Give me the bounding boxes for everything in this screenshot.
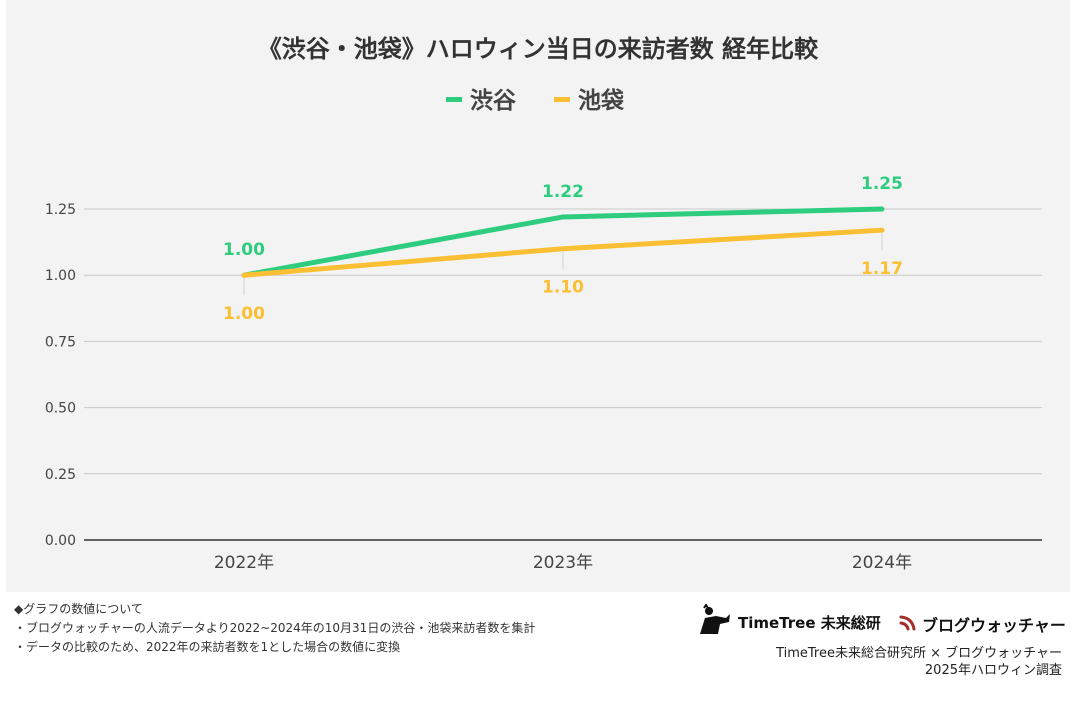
series-lines — [241, 206, 885, 278]
y-tick-label: 0.25 — [45, 467, 76, 483]
data-label: 1.00 — [223, 240, 265, 260]
tree-people-logo-icon — [700, 604, 730, 634]
data-label: 1.00 — [223, 304, 265, 324]
legend-label: 池袋 — [578, 87, 625, 114]
x-tick-label: 2022年 — [214, 553, 274, 573]
y-tick-label: 0.75 — [45, 334, 76, 350]
y-tick-label: 1.00 — [45, 268, 76, 284]
notes-heading: ◆グラフの数値について — [14, 602, 143, 616]
series-line-1 — [241, 206, 885, 278]
legend: 渋谷 池袋 — [446, 87, 625, 114]
legend-swatch — [554, 97, 570, 102]
chart-title: 《渋谷・池袋》ハロウィン当日の来訪者数 経年比較 — [258, 35, 819, 63]
y-tick-label: 1.25 — [45, 202, 76, 218]
chart-panel: 《渋谷・池袋》ハロウィン当日の来訪者数 経年比較 渋谷 池袋 0.00 0.25 0.… — [6, 0, 1070, 592]
timetree-logo-text: TimeTree 未来総研 — [738, 614, 881, 632]
credit-line-1: TimeTree未来総合研究所 × ブログウォッチャー — [776, 646, 1062, 661]
notes-line-1: ・ブログウォッチャーの人流データより2022~2024年の10月31日の渋谷・池… — [14, 621, 536, 635]
credit-line-2: 2025年ハロウィン調査 — [924, 663, 1062, 678]
x-axis: 2022年 2023年 2024年 — [214, 553, 912, 573]
legend-label: 渋谷 — [470, 88, 517, 114]
series-line-2 — [241, 227, 885, 278]
notes-line-2: ・データの比較のため、2022年の来訪者数を1とした場合の数値に変換 — [14, 640, 401, 654]
blogwatcher-logo-text: ブログウォッチャー — [922, 616, 1066, 635]
line-chart: 《渋谷・池袋》ハロウィン当日の来訪者数 経年比較 渋谷 池袋 0.000.250.… — [45, 35, 1042, 573]
data-label: 1.17 — [861, 259, 903, 279]
y-tick-label: 0.00 — [45, 533, 76, 549]
timetree-logo: TimeTree 未来総研 — [696, 604, 886, 638]
x-tick-label: 2023年 — [533, 553, 593, 573]
data-labels: 1.00 1.22 1.25 1.00 1.10 1.17 — [223, 174, 903, 324]
y-tick-label: 0.50 — [45, 401, 76, 417]
x-tick-label: 2024年 — [852, 553, 912, 573]
data-label: 1.22 — [542, 182, 584, 202]
blogwatcher-logo: ブログウォッチャー — [898, 610, 1070, 635]
legend-swatch — [446, 97, 462, 102]
data-label: 1.10 — [542, 278, 584, 298]
data-label: 1.25 — [861, 174, 903, 194]
y-axis: 0.00 0.25 0.50 0.75 1.00 1.25 — [45, 202, 76, 549]
signal-waves-logo-icon — [899, 615, 916, 631]
